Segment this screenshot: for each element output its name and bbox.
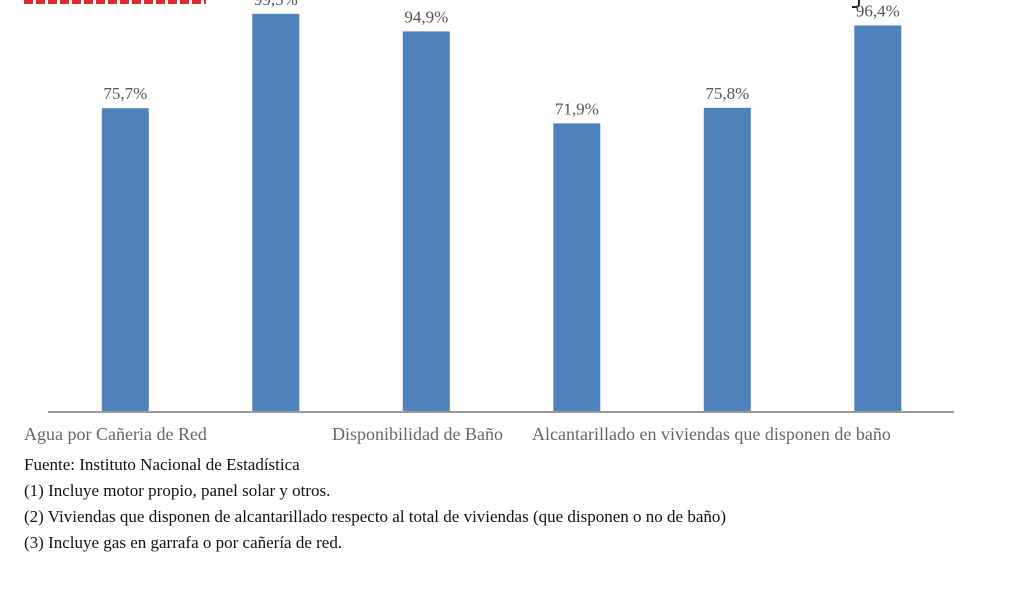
bar-chart: 75,7% 99,3% 94,9% 71,9% 75,8% 96,4% Agua por … — [24, 0, 954, 444]
bar-1 — [101, 108, 149, 411]
bar-6 — [854, 25, 902, 412]
footnote-1: (1) Incluye motor propio, panel solar y … — [24, 481, 331, 500]
source-note: Fuente: Instituto Nacional de Estadístic… — [24, 455, 300, 474]
bar-value-label-5: 75,8% — [705, 84, 749, 103]
bar-value-label-6: 96,4% — [856, 1, 900, 20]
category-label-1: Agua por Cañeria de Red — [24, 424, 207, 444]
chart-notes: Fuente: Instituto Nacional de Estadístic… — [24, 452, 726, 556]
footnote-2: (2) Viviendas que disponen de alcantaril… — [24, 507, 727, 526]
bar-value-label-1: 75,7% — [103, 84, 147, 103]
category-label-3: Disponibilidad de Baño — [332, 424, 503, 444]
bar-5 — [703, 107, 751, 412]
header-decoration-mark — [852, 0, 860, 8]
header-decoration — [24, 0, 206, 4]
category-label-4: Alcantarillado en viviendas que disponen… — [532, 424, 891, 444]
bar-2 — [252, 13, 300, 412]
bar-4 — [553, 123, 601, 412]
footnote-3: (3) Incluye gas en garrafa o por cañería… — [24, 533, 343, 552]
bar-3 — [402, 31, 450, 412]
bar-value-label-2: 99,3% — [254, 0, 298, 9]
bar-value-label-4: 71,9% — [555, 99, 599, 118]
bar-value-label-3: 94,9% — [404, 7, 448, 26]
